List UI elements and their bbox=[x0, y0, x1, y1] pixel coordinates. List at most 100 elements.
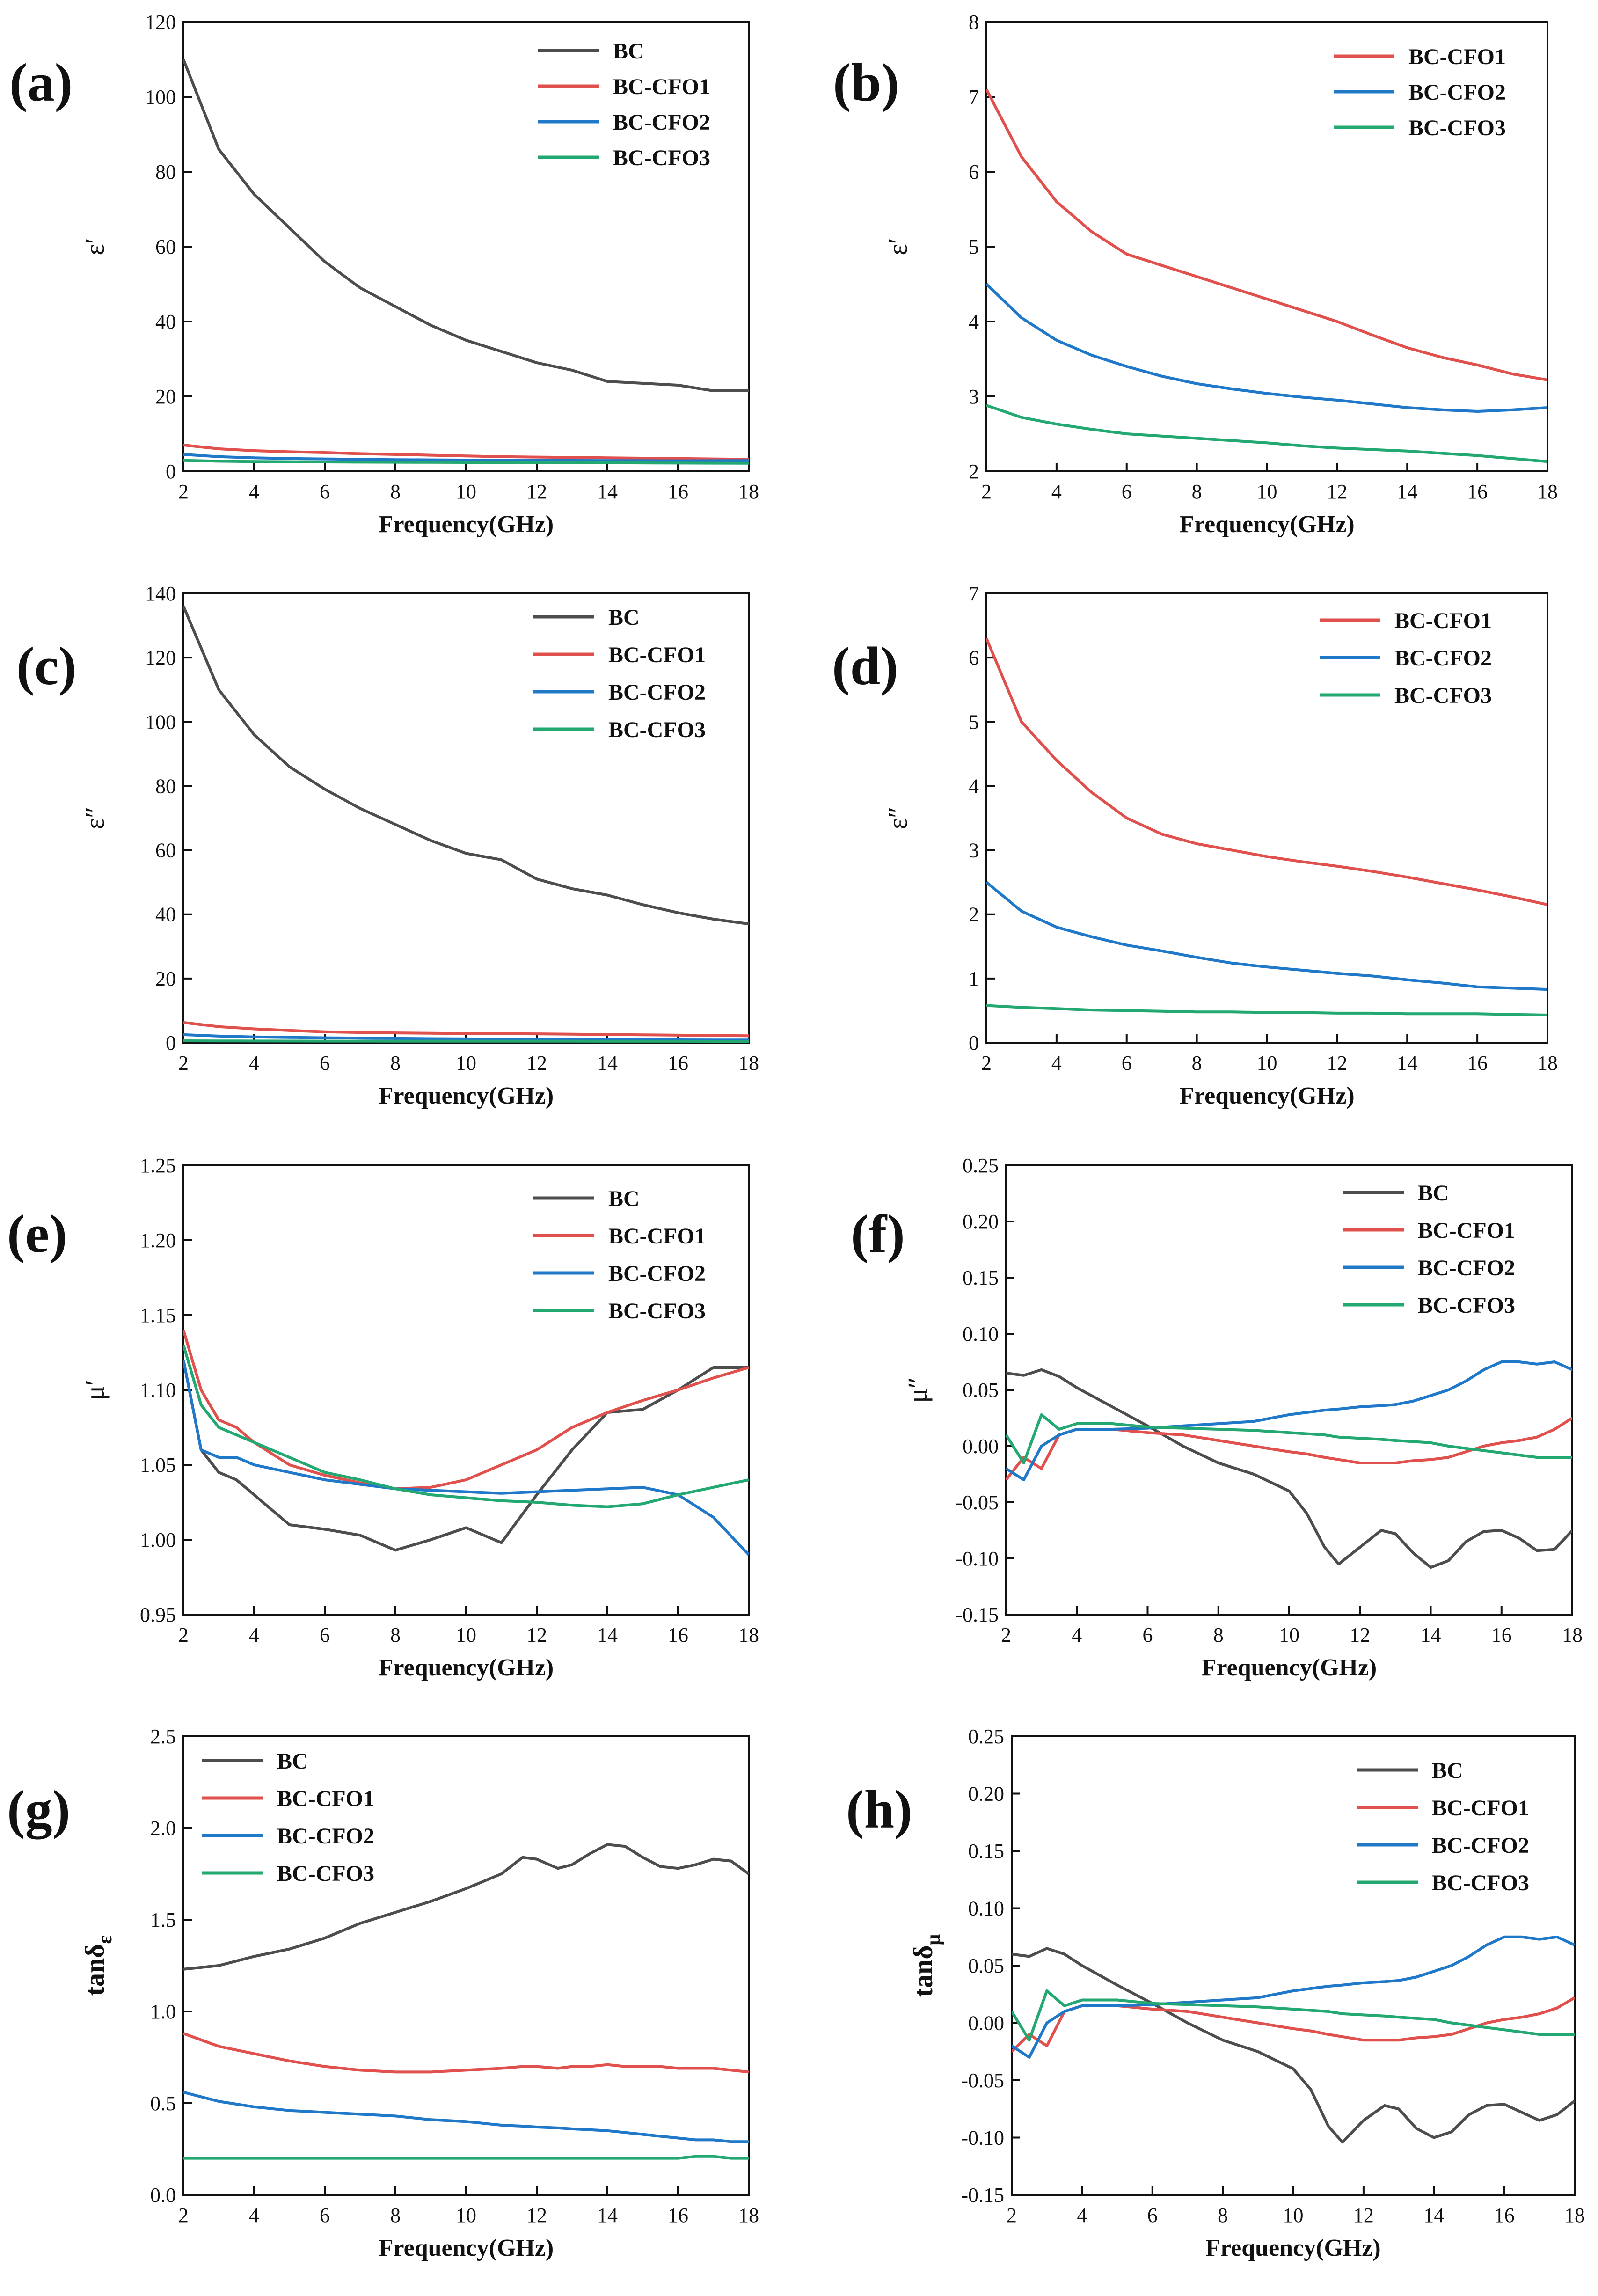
y-tick-label: 2 bbox=[969, 903, 979, 926]
x-axis-label: Frequency(GHz) bbox=[379, 1082, 554, 1109]
series-line-bc-cfo3 bbox=[183, 1345, 749, 1508]
series-line-bc-cfo2 bbox=[986, 881, 1547, 991]
y-tick-label: -0.15 bbox=[956, 1603, 999, 1626]
y-tick-label: 0.25 bbox=[968, 1725, 1004, 1748]
x-tick-label: 6 bbox=[1143, 1623, 1153, 1646]
series-line-bc bbox=[183, 1360, 749, 1552]
x-tick-label: 2 bbox=[178, 1052, 189, 1075]
y-axis-label: ε′ bbox=[80, 238, 110, 255]
x-axis-label: Frequency(GHz) bbox=[1205, 2235, 1381, 2261]
y-tick-label: 0.10 bbox=[968, 1897, 1004, 1920]
y-tick-label: 0 bbox=[969, 1031, 979, 1054]
series-line-bc-cfo3 bbox=[1006, 1413, 1572, 1464]
y-tick-label: 0.00 bbox=[963, 1435, 999, 1458]
y-tick-label: 1.25 bbox=[140, 1154, 176, 1177]
y-tick-label: 0.95 bbox=[140, 1603, 176, 1626]
y-tick-label: 7 bbox=[969, 86, 979, 109]
x-tick-label: 14 bbox=[597, 1623, 618, 1646]
panel-label: (e) bbox=[7, 1204, 67, 1264]
y-tick-label: 100 bbox=[145, 710, 176, 733]
series-line-bc bbox=[183, 58, 749, 392]
y-tick-label: 2.5 bbox=[150, 1725, 176, 1748]
x-tick-label: 8 bbox=[390, 480, 401, 503]
series-line-bc-cfo2 bbox=[183, 453, 749, 462]
x-tick-label: 8 bbox=[1192, 480, 1202, 503]
y-tick-label: 7 bbox=[969, 582, 979, 605]
series-line-bc bbox=[183, 606, 749, 926]
x-tick-label: 14 bbox=[1423, 2204, 1444, 2227]
x-tick-label: 2 bbox=[1001, 1623, 1011, 1646]
x-tick-label: 4 bbox=[1072, 1623, 1082, 1646]
y-axis-label: μ″ bbox=[902, 1377, 933, 1403]
x-tick-label: 4 bbox=[1051, 1052, 1062, 1075]
x-tick-label: 16 bbox=[668, 1623, 688, 1646]
y-tick-label: 40 bbox=[155, 903, 176, 926]
y-tick-label: 140 bbox=[145, 582, 176, 605]
y-tick-label: 1.10 bbox=[140, 1379, 176, 1402]
series-line-bc-cfo3 bbox=[183, 2155, 749, 2160]
panel-a: 2 4 6 8 10 12 14 16 18 0 20 40 60 80 100 120 Frequency(G… bbox=[9, 11, 759, 538]
legend-label: BC-CFO1 bbox=[277, 1786, 374, 1811]
x-tick-label: 16 bbox=[668, 2204, 688, 2227]
x-tick-label: 6 bbox=[320, 1052, 330, 1075]
panel-label: (g) bbox=[7, 1780, 70, 1840]
x-tick-label: 4 bbox=[249, 1623, 259, 1646]
y-tick-label: 5 bbox=[969, 235, 979, 258]
series-line-bc-cfo1 bbox=[1006, 1417, 1572, 1481]
x-tick-label: 14 bbox=[597, 1052, 618, 1075]
series-line-bc-cfo1 bbox=[183, 1021, 749, 1038]
panel-c: 2 4 6 8 10 12 14 16 18 0 20 40 60 80 100 120 140 Frequenc… bbox=[16, 582, 759, 1109]
x-tick-label: 2 bbox=[178, 480, 189, 503]
y-tick-label: 6 bbox=[969, 161, 979, 183]
x-tick-label: 2 bbox=[178, 2204, 189, 2227]
y-tick-label: 0.25 bbox=[963, 1154, 999, 1177]
x-tick-label: 4 bbox=[1077, 2204, 1087, 2227]
y-tick-label: 0.15 bbox=[968, 1840, 1004, 1863]
panel-f: 2 4 6 8 10 12 14 16 18 -0.15 -0.10 -0.05 0.00 0.05 0.1… bbox=[851, 1154, 1583, 1681]
legend-label: BC-CFO1 bbox=[1408, 44, 1506, 69]
panel-d: 2 4 6 8 10 12 14 16 1801234567Frequency(GHz)ε″(d… bbox=[832, 582, 1558, 1109]
y-tick-label: 1.05 bbox=[140, 1454, 176, 1477]
x-tick-label: 6 bbox=[1122, 480, 1132, 503]
x-tick-label: 10 bbox=[456, 480, 476, 503]
legend-label: BC-CFO1 bbox=[1432, 1796, 1529, 1821]
legend-label: BC-CFO2 bbox=[608, 680, 706, 705]
legend-label: BC-CFO3 bbox=[1418, 1293, 1515, 1318]
y-tick-label: 1.00 bbox=[140, 1528, 176, 1551]
series-line-bc bbox=[183, 1843, 749, 1971]
x-tick-label: 18 bbox=[1564, 2204, 1585, 2227]
panel-label: (a) bbox=[9, 53, 73, 113]
y-tick-label: 0.0 bbox=[150, 2184, 176, 2207]
legend-label: BC-CFO2 bbox=[1432, 1833, 1529, 1858]
y-tick-label: 0.20 bbox=[963, 1210, 999, 1233]
series-line-bc-cfo2 bbox=[986, 283, 1547, 413]
y-tick-label: 1.0 bbox=[150, 2000, 176, 2023]
legend-label: BC-CFO1 bbox=[613, 74, 710, 99]
legend-label: BC-CFO1 bbox=[608, 643, 706, 667]
legend-label: BC bbox=[613, 39, 644, 64]
y-tick-label: 0 bbox=[166, 460, 176, 483]
series-line-bc-cfo3 bbox=[986, 1004, 1547, 1016]
legend-label: BC-CFO2 bbox=[1394, 646, 1492, 671]
y-tick-label: 6 bbox=[969, 646, 979, 669]
panel-label: (c) bbox=[16, 636, 77, 696]
x-tick-label: 4 bbox=[249, 2204, 259, 2227]
series-line-bc-cfo2 bbox=[183, 1360, 749, 1556]
y-tick-label: 2.0 bbox=[150, 1817, 176, 1840]
y-tick-label: 20 bbox=[155, 385, 176, 408]
y-tick-label: 0 bbox=[166, 1031, 176, 1054]
x-tick-label: 10 bbox=[1257, 480, 1277, 503]
series-line-bc bbox=[1006, 1368, 1572, 1569]
legend-label: BC-CFO2 bbox=[1418, 1256, 1515, 1280]
x-tick-label: 18 bbox=[738, 2204, 759, 2227]
series-line-bc-cfo1 bbox=[183, 1330, 749, 1491]
y-tick-label: -0.10 bbox=[961, 2127, 1004, 2150]
y-axis-label: μ′ bbox=[80, 1380, 110, 1400]
x-axis-label: Frequency(GHz) bbox=[1179, 511, 1355, 538]
x-tick-label: 10 bbox=[456, 2204, 476, 2227]
x-tick-label: 2 bbox=[1007, 2204, 1017, 2227]
y-tick-label: 1.15 bbox=[140, 1304, 176, 1327]
y-tick-label: 5 bbox=[969, 710, 979, 733]
x-tick-label: 16 bbox=[1467, 480, 1488, 503]
legend-label: BC-CFO3 bbox=[608, 1299, 706, 1323]
